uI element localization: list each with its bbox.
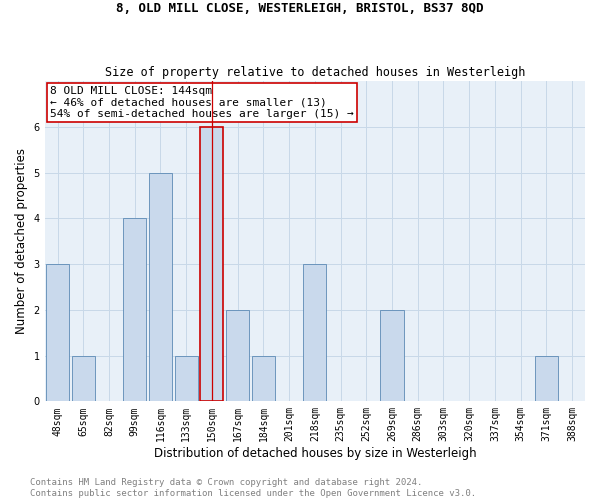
- Title: Size of property relative to detached houses in Westerleigh: Size of property relative to detached ho…: [104, 66, 525, 78]
- Bar: [303, 264, 326, 402]
- Text: Contains HM Land Registry data © Crown copyright and database right 2024.
Contai: Contains HM Land Registry data © Crown c…: [30, 478, 476, 498]
- Bar: [252, 356, 275, 402]
- Bar: [200, 127, 223, 402]
- Bar: [123, 218, 146, 402]
- Bar: [175, 356, 198, 402]
- Bar: [149, 172, 172, 402]
- Bar: [380, 310, 404, 402]
- Bar: [46, 264, 69, 402]
- Text: 8 OLD MILL CLOSE: 144sqm
← 46% of detached houses are smaller (13)
54% of semi-d: 8 OLD MILL CLOSE: 144sqm ← 46% of detach…: [50, 86, 354, 119]
- Y-axis label: Number of detached properties: Number of detached properties: [15, 148, 28, 334]
- Text: 8, OLD MILL CLOSE, WESTERLEIGH, BRISTOL, BS37 8QD: 8, OLD MILL CLOSE, WESTERLEIGH, BRISTOL,…: [116, 2, 484, 16]
- Bar: [226, 310, 249, 402]
- Bar: [71, 356, 95, 402]
- X-axis label: Distribution of detached houses by size in Westerleigh: Distribution of detached houses by size …: [154, 447, 476, 460]
- Bar: [535, 356, 558, 402]
